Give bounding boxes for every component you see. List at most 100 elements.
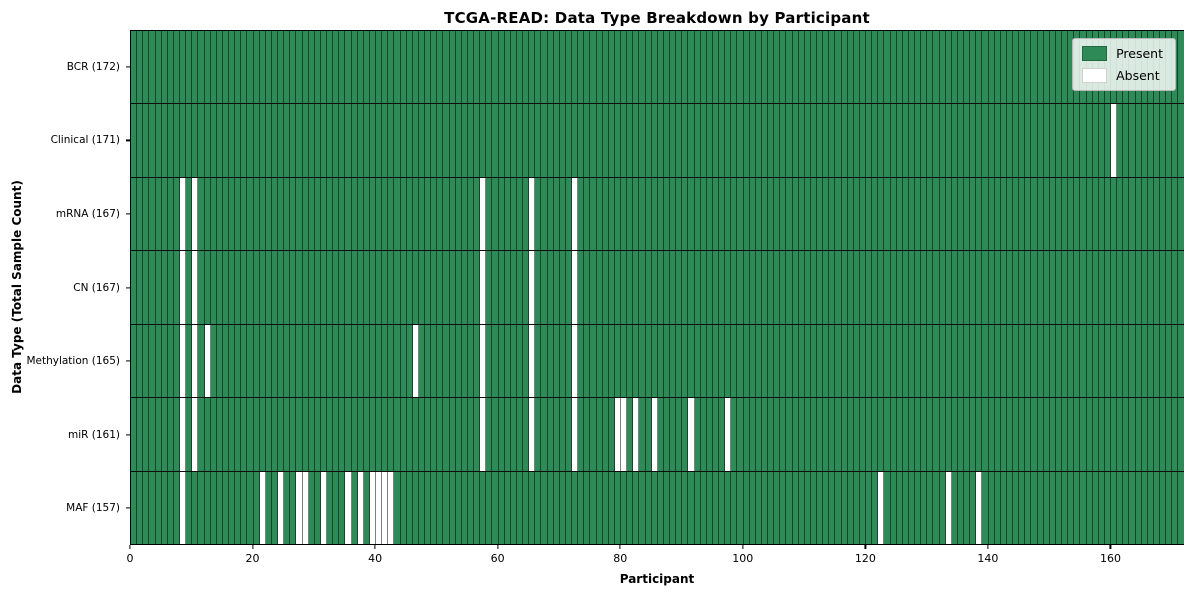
cell-present [198, 324, 205, 398]
cell-present [131, 324, 138, 398]
x-tick-label-140: 140 [977, 552, 999, 565]
cell-present [553, 398, 560, 471]
cell-present [155, 104, 162, 177]
cell-present [1019, 398, 1026, 471]
cell-absent [180, 398, 187, 471]
cell-present [786, 471, 793, 544]
cell-present [1049, 251, 1056, 324]
cell-present [1043, 104, 1050, 177]
cell-present [964, 324, 971, 398]
cell-present [467, 104, 474, 177]
cell-present [1178, 31, 1184, 104]
cell-present [792, 104, 799, 177]
cell-present [780, 251, 787, 324]
cell-present [792, 177, 799, 251]
cell-present [798, 324, 805, 398]
cell-present [143, 324, 150, 398]
cell-present [161, 251, 168, 324]
cell-present [412, 398, 419, 471]
cell-present [173, 471, 180, 544]
cell-present [241, 104, 248, 177]
cell-present [516, 398, 523, 471]
cell-present [388, 177, 395, 251]
cell-present [725, 104, 732, 177]
cell-present [896, 104, 903, 177]
cell-present [431, 104, 438, 177]
cell-present [578, 324, 585, 398]
cell-present [259, 324, 266, 398]
cell-present [719, 324, 726, 398]
cell-present [412, 251, 419, 324]
cell-present [614, 251, 621, 324]
cell-present [216, 471, 223, 544]
cell-present [1068, 177, 1075, 251]
cell-present [1111, 177, 1118, 251]
cell-present [1080, 398, 1087, 471]
cell-present [131, 31, 138, 104]
heatmap-grid [131, 31, 1184, 544]
cell-present [363, 251, 370, 324]
cell-present [792, 398, 799, 471]
cell-present [345, 104, 352, 177]
cell-present [510, 471, 517, 544]
cell-present [357, 104, 364, 177]
cell-present [572, 471, 579, 544]
cell-present [694, 177, 701, 251]
cell-present [547, 251, 554, 324]
cell-present [431, 177, 438, 251]
cell-present [614, 31, 621, 104]
cell-present [1013, 177, 1020, 251]
cell-present [1111, 251, 1118, 324]
cell-present [259, 104, 266, 177]
cell-present [474, 31, 481, 104]
cell-present [841, 251, 848, 324]
cell-present [198, 251, 205, 324]
cell-present [265, 398, 272, 471]
cell-present [976, 398, 983, 471]
cell-present [406, 398, 413, 471]
cell-present [676, 251, 683, 324]
cell-present [1025, 471, 1032, 544]
cell-absent [878, 471, 885, 544]
cell-present [1166, 324, 1173, 398]
cell-absent [529, 324, 536, 398]
cell-present [1141, 104, 1148, 177]
cell-present [1019, 471, 1026, 544]
y-axis-tick-labels: BCR (172) Clinical (171) mRNA (167) CN (167… [0, 30, 130, 545]
cell-present [1062, 324, 1069, 398]
heatmap-row-Methylation [131, 324, 1184, 399]
cell-present [437, 251, 444, 324]
cell-present [1000, 324, 1007, 398]
cell-present [670, 177, 677, 251]
cell-present [866, 251, 873, 324]
cell-present [804, 31, 811, 104]
cell-present [896, 31, 903, 104]
cell-present [712, 471, 719, 544]
cell-present [302, 251, 309, 324]
cell-present [290, 177, 297, 251]
cell-present [847, 398, 854, 471]
cell-present [394, 177, 401, 251]
cell-present [768, 398, 775, 471]
cell-present [670, 471, 677, 544]
cell-present [474, 398, 481, 471]
cell-present [345, 251, 352, 324]
cell-present [1166, 177, 1173, 251]
cell-present [278, 31, 285, 104]
cell-present [173, 31, 180, 104]
cell-present [155, 324, 162, 398]
cell-present [749, 471, 756, 544]
cell-present [271, 177, 278, 251]
cell-present [853, 104, 860, 177]
cell-present [529, 31, 536, 104]
cell-present [731, 31, 738, 104]
cell-present [786, 177, 793, 251]
cell-present [1172, 104, 1179, 177]
cell-present [712, 104, 719, 177]
cell-present [866, 104, 873, 177]
cell-present [768, 324, 775, 398]
cell-present [486, 398, 493, 471]
cell-present [1129, 398, 1136, 471]
cell-present [167, 398, 174, 471]
cell-present [498, 104, 505, 177]
